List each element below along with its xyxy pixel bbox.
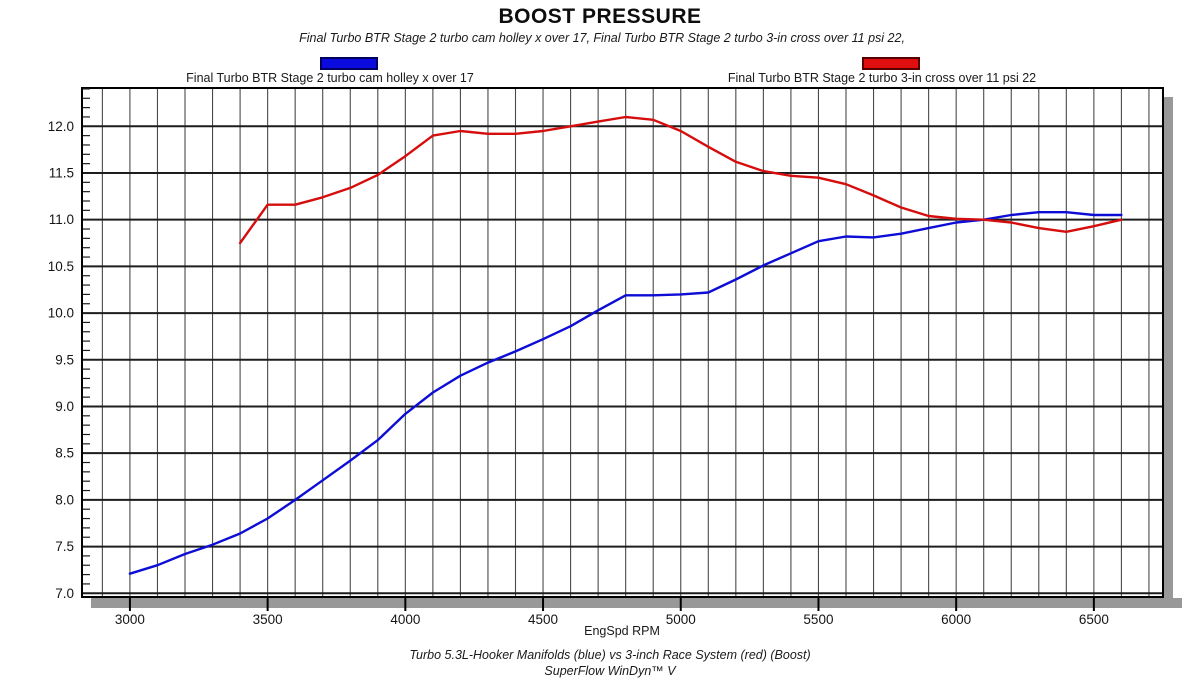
plot-border-rect (81, 87, 1164, 598)
legend-swatch-red-series (862, 57, 920, 70)
legend-label-red-series: Final Turbo BTR Stage 2 turbo 3-in cross… (727, 71, 1037, 85)
x-tick-label: 4000 (390, 612, 420, 627)
series-line-0 (128, 210, 1123, 575)
y-tick-label: 10.5 (48, 259, 74, 274)
shadow-bottom (91, 598, 1182, 608)
y-tick-label: 11.0 (49, 212, 74, 227)
x-axis-tick-labels: 3000 3500 4000 4500 5000 5500 6000 6500 (115, 612, 1109, 627)
data-series-lines (128, 115, 1123, 575)
grid-lines (82, 88, 1163, 597)
plot-drop-shadow (91, 97, 1182, 608)
y-tick-label: 9.5 (55, 352, 74, 367)
y-tick-label: 10.0 (48, 306, 74, 321)
plot-border (81, 87, 1164, 598)
legend-swatch-blue-series (320, 57, 378, 70)
chart-title: BOOST PRESSURE (498, 5, 702, 28)
chart-footnote-line1: Turbo 5.3L-Hooker Manifolds (blue) vs 3-… (409, 648, 811, 662)
y-axis-tick-labels: 7.0 7.5 8.0 8.5 9.0 9.5 10.0 10.5 11.0 11.5 12.0 (48, 119, 74, 601)
y-tick-label: 11.5 (49, 165, 74, 180)
shadow-right (1164, 97, 1173, 608)
y-tick-label: 7.0 (55, 586, 74, 601)
y-tick-label: 12.0 (48, 119, 74, 134)
x-tick-label: 6500 (1079, 612, 1109, 627)
series-line-1 (238, 115, 1123, 245)
y-tick-label: 9.0 (55, 399, 74, 414)
x-tick-label: 3000 (115, 612, 145, 627)
chart-subtitle: Final Turbo BTR Stage 2 turbo cam holley… (299, 31, 905, 45)
x-tick-label: 5500 (803, 612, 833, 627)
legend-label-blue-series: Final Turbo BTR Stage 2 turbo cam holley… (186, 71, 474, 85)
x-tick-label: 4500 (528, 612, 558, 627)
x-axis-title: EngSpd RPM (584, 624, 660, 638)
y-tick-label: 8.5 (55, 446, 74, 461)
axis-ticks (83, 88, 1095, 611)
chart-footnote-line2: SuperFlow WinDyn™ V (544, 664, 676, 678)
y-tick-label: 8.0 (55, 492, 74, 507)
x-tick-label: 6000 (941, 612, 971, 627)
x-tick-label: 3500 (253, 612, 283, 627)
y-tick-label: 7.5 (55, 539, 74, 554)
x-tick-label: 5000 (666, 612, 696, 627)
